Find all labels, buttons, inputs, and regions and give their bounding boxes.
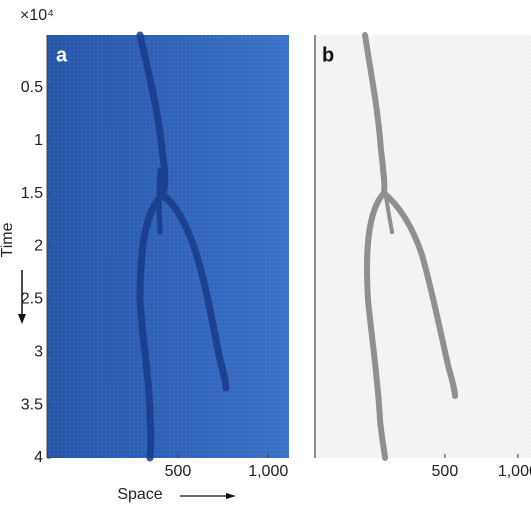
texture <box>47 35 289 458</box>
branches <box>362 32 458 461</box>
x-tick-label: 500 <box>165 463 192 480</box>
x-tick-label: 500 <box>432 463 459 480</box>
x-tick-label: 1,000 <box>498 463 531 480</box>
panel-label: b <box>322 44 334 66</box>
panel-label: a <box>56 44 68 66</box>
y-tick-label: 3.5 <box>21 396 43 413</box>
arrow-head <box>226 493 236 499</box>
texture <box>315 35 531 458</box>
x-tick-label: 1,000 <box>248 463 288 480</box>
y-tick-label: 1 <box>34 132 43 149</box>
y-tick-label: 2 <box>34 238 43 255</box>
y-scale-label: ×10⁴ <box>20 7 54 24</box>
arrow-head <box>18 314 26 324</box>
y-tick-label: 2.5 <box>21 291 43 308</box>
panel-a: a ×10⁴ Time Space 500 1,000 0.5 1 1.5 2 2.5 3 3.… <box>0 7 289 503</box>
y-axis-label: Time <box>0 222 16 257</box>
branches <box>136 31 230 462</box>
panel-b: b 500 1,000 <box>314 32 531 480</box>
y-tick-label: 3 <box>34 343 43 360</box>
y-tick-label: 1.5 <box>21 185 43 202</box>
x-axis-label: Space <box>117 486 162 503</box>
y-tick-label: 0.5 <box>21 79 43 96</box>
y-tick-label: 4 <box>34 449 43 466</box>
